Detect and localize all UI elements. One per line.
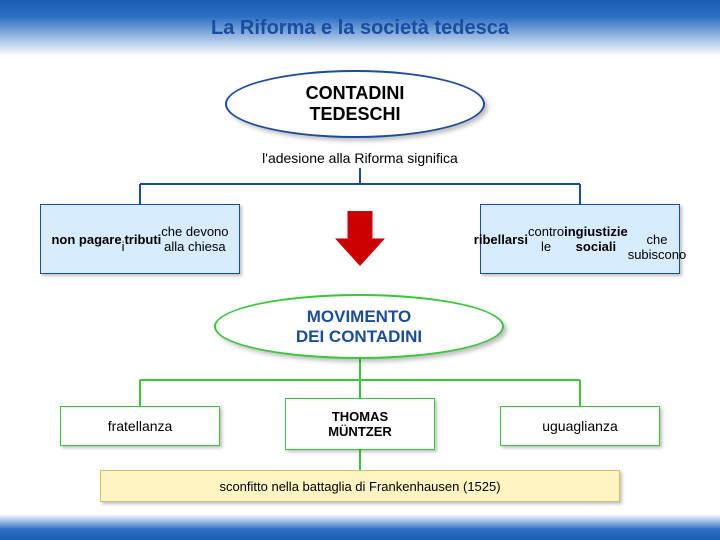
box-thomas-muntzer: THOMASMÜNTZER — [285, 398, 435, 450]
box-uguaglianza: uguaglianza — [500, 406, 660, 446]
down-arrow-icon — [335, 211, 385, 266]
box-ribellarsi: ribellarsi controle ingiustizie socialic… — [480, 204, 680, 274]
box-non-pagare: non pagarei tributi che devonoalla chies… — [40, 204, 240, 274]
ellipse2-line2: DEI CONTADINI — [296, 327, 422, 346]
ellipse1-line2: TEDESCHI — [309, 104, 400, 124]
ellipse1-line1: CONTADINI — [306, 83, 405, 103]
ellipse2-line1: MOVIMENTO — [307, 307, 412, 326]
header-bar: La Riforma e la società tedesca — [0, 0, 720, 56]
page-title: La Riforma e la società tedesca — [211, 17, 509, 40]
diagram-canvas: CONTADINI TEDESCHI l'adesione alla Rifor… — [0, 56, 720, 514]
node-contadini-tedeschi: CONTADINI TEDESCHI — [225, 70, 485, 138]
box-fratellanza: fratellanza — [60, 406, 220, 446]
box-sconfitto: sconfitto nella battaglia di Frankenhaus… — [100, 470, 620, 502]
footer-bar — [0, 514, 720, 540]
node-movimento-contadini: MOVIMENTO DEI CONTADINI — [214, 294, 504, 359]
subtitle-text: l'adesione alla Riforma significa — [0, 150, 720, 166]
